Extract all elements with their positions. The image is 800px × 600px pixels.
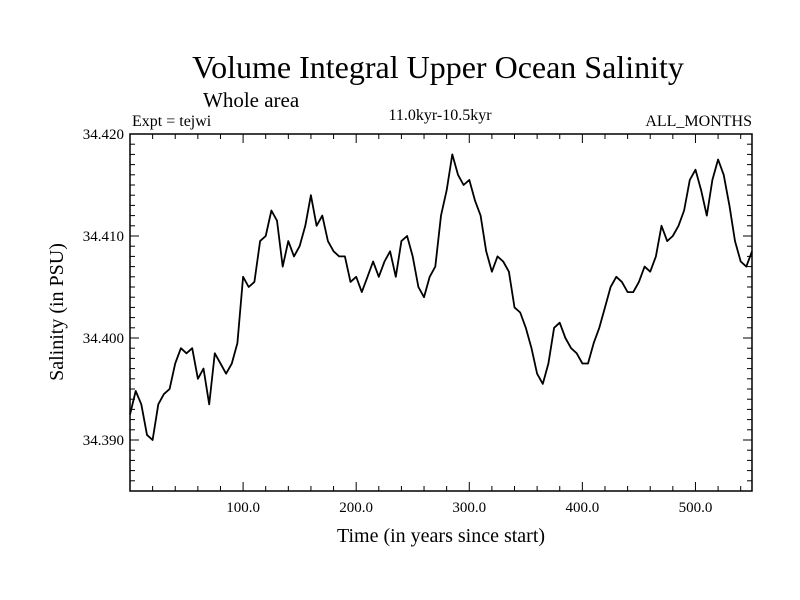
chart-title: Volume Integral Upper Ocean Salinity — [192, 49, 684, 85]
y-tick-label: 34.410 — [83, 229, 124, 245]
series-line-salinity — [129, 153, 753, 441]
x-tick-label: 500.0 — [679, 500, 713, 516]
y-tick-label: 34.390 — [83, 433, 124, 449]
y-tick-label: 34.400 — [83, 331, 124, 347]
x-tick-label: 300.0 — [452, 500, 486, 516]
x-tick-label: 200.0 — [339, 500, 373, 516]
x-tick-label: 100.0 — [226, 500, 260, 516]
plot-area: 100.0 200.0 300.0 400.0 500.0 34.39034.40034… — [83, 127, 753, 516]
y-tick-label: 34.420 — [83, 127, 124, 143]
plot-frame — [129, 133, 753, 492]
x-axis-label: Time (in years since start) — [337, 525, 545, 547]
period-label: 11.0kyr-10.5kyr — [388, 107, 492, 124]
chart-subtitle: Whole area — [203, 88, 300, 112]
experiment-label: Expt = tejwi — [132, 113, 212, 130]
months-label: ALL_MONTHS — [645, 113, 752, 130]
y-axis-label: Salinity (in PSU) — [46, 243, 68, 381]
x-tick-label: 400.0 — [565, 500, 599, 516]
series-layer — [129, 153, 753, 441]
x-axis: 100.0 200.0 300.0 400.0 500.0 — [152, 134, 742, 516]
y-axis: 34.390 34.400 34.410 34.420 — [83, 127, 752, 482]
